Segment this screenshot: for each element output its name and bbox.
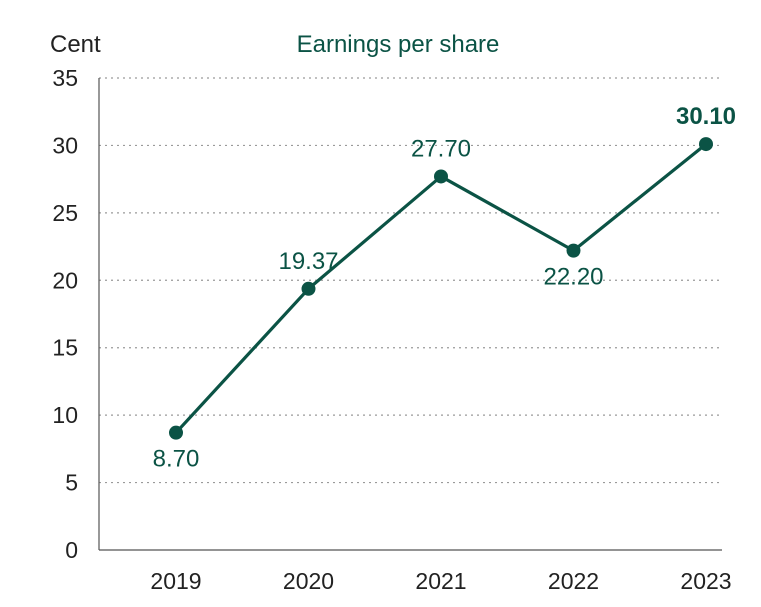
data-label: 19.37 [278,248,338,275]
x-tick-label: 2020 [283,568,334,594]
data-point [169,425,183,440]
y-tick-label: 20 [52,267,78,293]
x-tick-label: 2022 [548,568,599,594]
data-point [699,137,713,152]
y-tick-label: 25 [52,200,78,226]
y-tick-label: 0 [65,537,78,563]
x-tick-label: 2021 [415,568,466,594]
data-point [566,243,581,258]
x-tick-label: 2019 [150,568,201,594]
y-axis-ticks: 0 5 10 15 20 25 30 35 [52,65,78,563]
y-axis-unit-label: Cent [50,31,101,58]
data-labels: 8.70 19.37 27.70 22.20 30.10 [153,103,736,473]
gridlines [99,77,722,484]
y-tick-label: 15 [52,335,78,361]
series-eps [169,137,713,440]
data-label: 22.20 [543,264,603,291]
x-tick-label: 2023 [680,568,731,594]
data-point [434,169,448,184]
data-point [301,281,316,296]
data-label: 8.70 [153,446,200,473]
y-tick-label: 35 [52,65,78,91]
y-tick-label: 30 [52,132,78,158]
chart-title: Earnings per share [297,31,500,58]
series-line [174,142,708,434]
x-axis-ticks: 2019 2020 2021 2022 2023 [150,568,731,594]
y-tick-label: 5 [65,470,78,496]
y-tick-label: 10 [52,402,78,428]
data-label: 27.70 [411,135,471,162]
data-label: 30.10 [676,103,736,130]
